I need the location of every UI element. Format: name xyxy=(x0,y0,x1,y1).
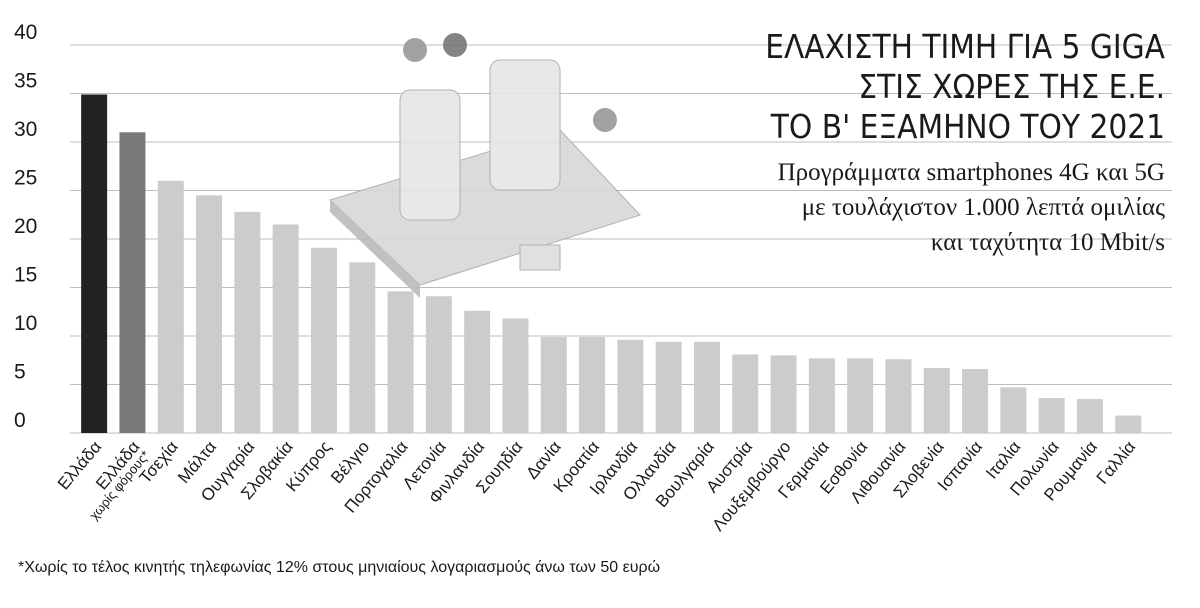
bar xyxy=(923,368,950,433)
bar xyxy=(1038,398,1065,433)
bar xyxy=(693,341,720,433)
illustration xyxy=(329,33,641,298)
y-tick-label: 30 xyxy=(14,118,37,141)
bar xyxy=(272,224,299,433)
y-tick-label: 35 xyxy=(14,70,37,93)
bar xyxy=(464,310,491,433)
title-line: ΕΛΑΧΙΣΤΗ ΤΙΜΗ ΓΙΑ 5 GIGA xyxy=(765,27,1165,66)
bar xyxy=(847,358,874,433)
bar xyxy=(349,262,376,433)
y-tick-label: 5 xyxy=(14,361,26,384)
bar xyxy=(310,247,337,433)
bar xyxy=(540,336,567,433)
bar xyxy=(234,211,261,433)
bar xyxy=(157,180,184,433)
bar xyxy=(655,341,682,433)
bar xyxy=(770,355,797,433)
bar xyxy=(1115,415,1142,433)
bar xyxy=(81,94,108,433)
footnote: *Χωρίς το τέλος κινητής τηλεφωνίας 12% σ… xyxy=(18,559,660,576)
bar xyxy=(387,291,414,433)
title-line: ΤΟ Β' ΕΞΑΜΗΝΟ ΤΟΥ 2021 xyxy=(770,107,1165,146)
bar xyxy=(962,368,989,433)
title-line: ΣΤΙΣ ΧΩΡΕΣ ΤΗΣ Ε.Ε. xyxy=(858,67,1165,106)
bar xyxy=(425,296,452,433)
bar xyxy=(732,354,759,433)
y-tick-label: 10 xyxy=(14,312,37,335)
bar xyxy=(1076,399,1103,433)
bar xyxy=(808,358,835,433)
bar xyxy=(1000,387,1027,433)
subtitle-line: και ταχύτητα 10 Mbit/s xyxy=(931,229,1165,256)
y-tick-label: 20 xyxy=(14,215,37,238)
subtitle-line: με τουλάχιστον 1.000 λεπτά ομιλίας xyxy=(802,194,1165,221)
bar xyxy=(196,195,223,433)
bar xyxy=(885,359,912,433)
subtitle-line: Προγράμματα smartphones 4G και 5G xyxy=(778,159,1165,186)
y-tick-label: 15 xyxy=(14,264,37,287)
bar xyxy=(579,336,606,433)
y-tick-label: 0 xyxy=(14,409,26,432)
bar xyxy=(119,132,146,434)
y-tick-label: 40 xyxy=(14,21,37,44)
bar xyxy=(617,339,644,433)
y-tick-label: 25 xyxy=(14,167,37,190)
bar xyxy=(502,318,529,433)
x-tick-label: Γαλλία xyxy=(1093,437,1140,487)
